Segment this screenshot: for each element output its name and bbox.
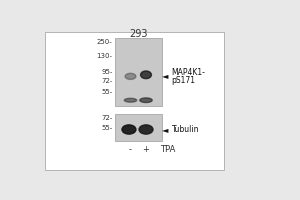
Bar — [45, 32, 224, 170]
Text: 72-: 72- — [101, 115, 113, 121]
Ellipse shape — [139, 125, 153, 134]
Text: 293: 293 — [129, 29, 148, 39]
Text: 55-: 55- — [101, 89, 113, 95]
Text: pS171: pS171 — [172, 76, 196, 85]
Text: TPA: TPA — [160, 145, 175, 154]
Text: MAP4K1-: MAP4K1- — [172, 68, 206, 77]
Text: +: + — [142, 145, 149, 154]
Text: ◄: ◄ — [162, 71, 169, 80]
Text: 130-: 130- — [97, 53, 113, 59]
Text: ◄: ◄ — [162, 125, 169, 134]
Text: 72-: 72- — [101, 78, 113, 84]
Text: Tubulin: Tubulin — [172, 125, 199, 134]
Text: 55-: 55- — [101, 125, 113, 131]
Ellipse shape — [124, 98, 137, 102]
Ellipse shape — [125, 73, 136, 79]
Ellipse shape — [141, 71, 152, 79]
Text: -: - — [129, 145, 132, 154]
Ellipse shape — [140, 98, 152, 103]
Bar — [115, 38, 161, 106]
Text: 250-: 250- — [97, 39, 113, 45]
Text: 95-: 95- — [101, 69, 113, 75]
Bar — [115, 114, 161, 141]
Ellipse shape — [122, 125, 136, 134]
